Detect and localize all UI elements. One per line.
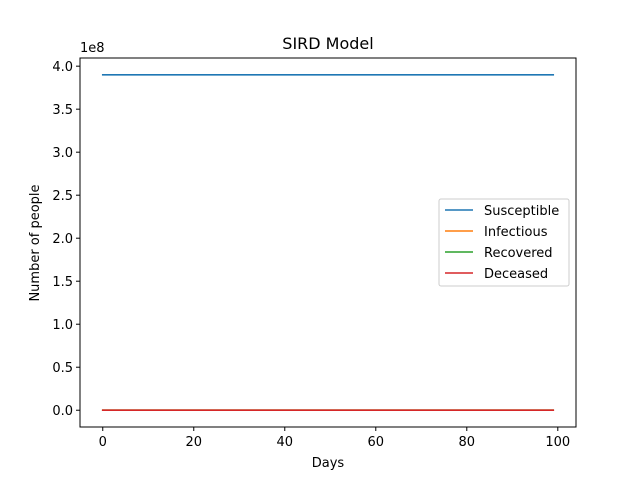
x-tick-label: 0 bbox=[99, 435, 107, 450]
y-tick-label: 3.5 bbox=[52, 103, 73, 118]
y-tick-label: 0.0 bbox=[52, 404, 73, 419]
y-tick-label: 2.5 bbox=[52, 189, 73, 204]
legend-label: Susceptible bbox=[484, 204, 559, 219]
legend: Susceptible Infectious Recovered Deceased bbox=[438, 198, 570, 287]
legend-box bbox=[438, 198, 570, 287]
legend-label: Infectious bbox=[484, 225, 548, 240]
axes-frame bbox=[79, 57, 577, 428]
x-tick-label: 40 bbox=[276, 435, 293, 450]
x-tick-label: 20 bbox=[185, 435, 202, 450]
y-offset-label: 1e8 bbox=[80, 41, 105, 56]
y-tick-label: 1.5 bbox=[52, 275, 73, 290]
y-tick-label: 2.0 bbox=[52, 232, 73, 247]
chart-title: SIRD Model bbox=[282, 34, 373, 53]
plot-area: 0 20 40 60 80 100 0.0 0.5 1.0 1.5 2.0 2.5 3.0 3.5 4.0 bbox=[52, 57, 577, 450]
y-tick-label: 4.0 bbox=[52, 60, 73, 75]
x-axis-title: Days bbox=[312, 456, 345, 471]
y-tick-label: 0.5 bbox=[52, 361, 73, 376]
legend-label: Recovered bbox=[484, 246, 553, 261]
y-tick-label: 3.0 bbox=[52, 146, 73, 161]
x-tick-label: 80 bbox=[459, 435, 476, 450]
y-axis-title: Number of people bbox=[28, 184, 43, 301]
y-tick-label: 1.0 bbox=[52, 318, 73, 333]
x-tick-label: 100 bbox=[545, 435, 570, 450]
legend-label: Deceased bbox=[484, 267, 548, 282]
x-tick-label: 60 bbox=[368, 435, 385, 450]
